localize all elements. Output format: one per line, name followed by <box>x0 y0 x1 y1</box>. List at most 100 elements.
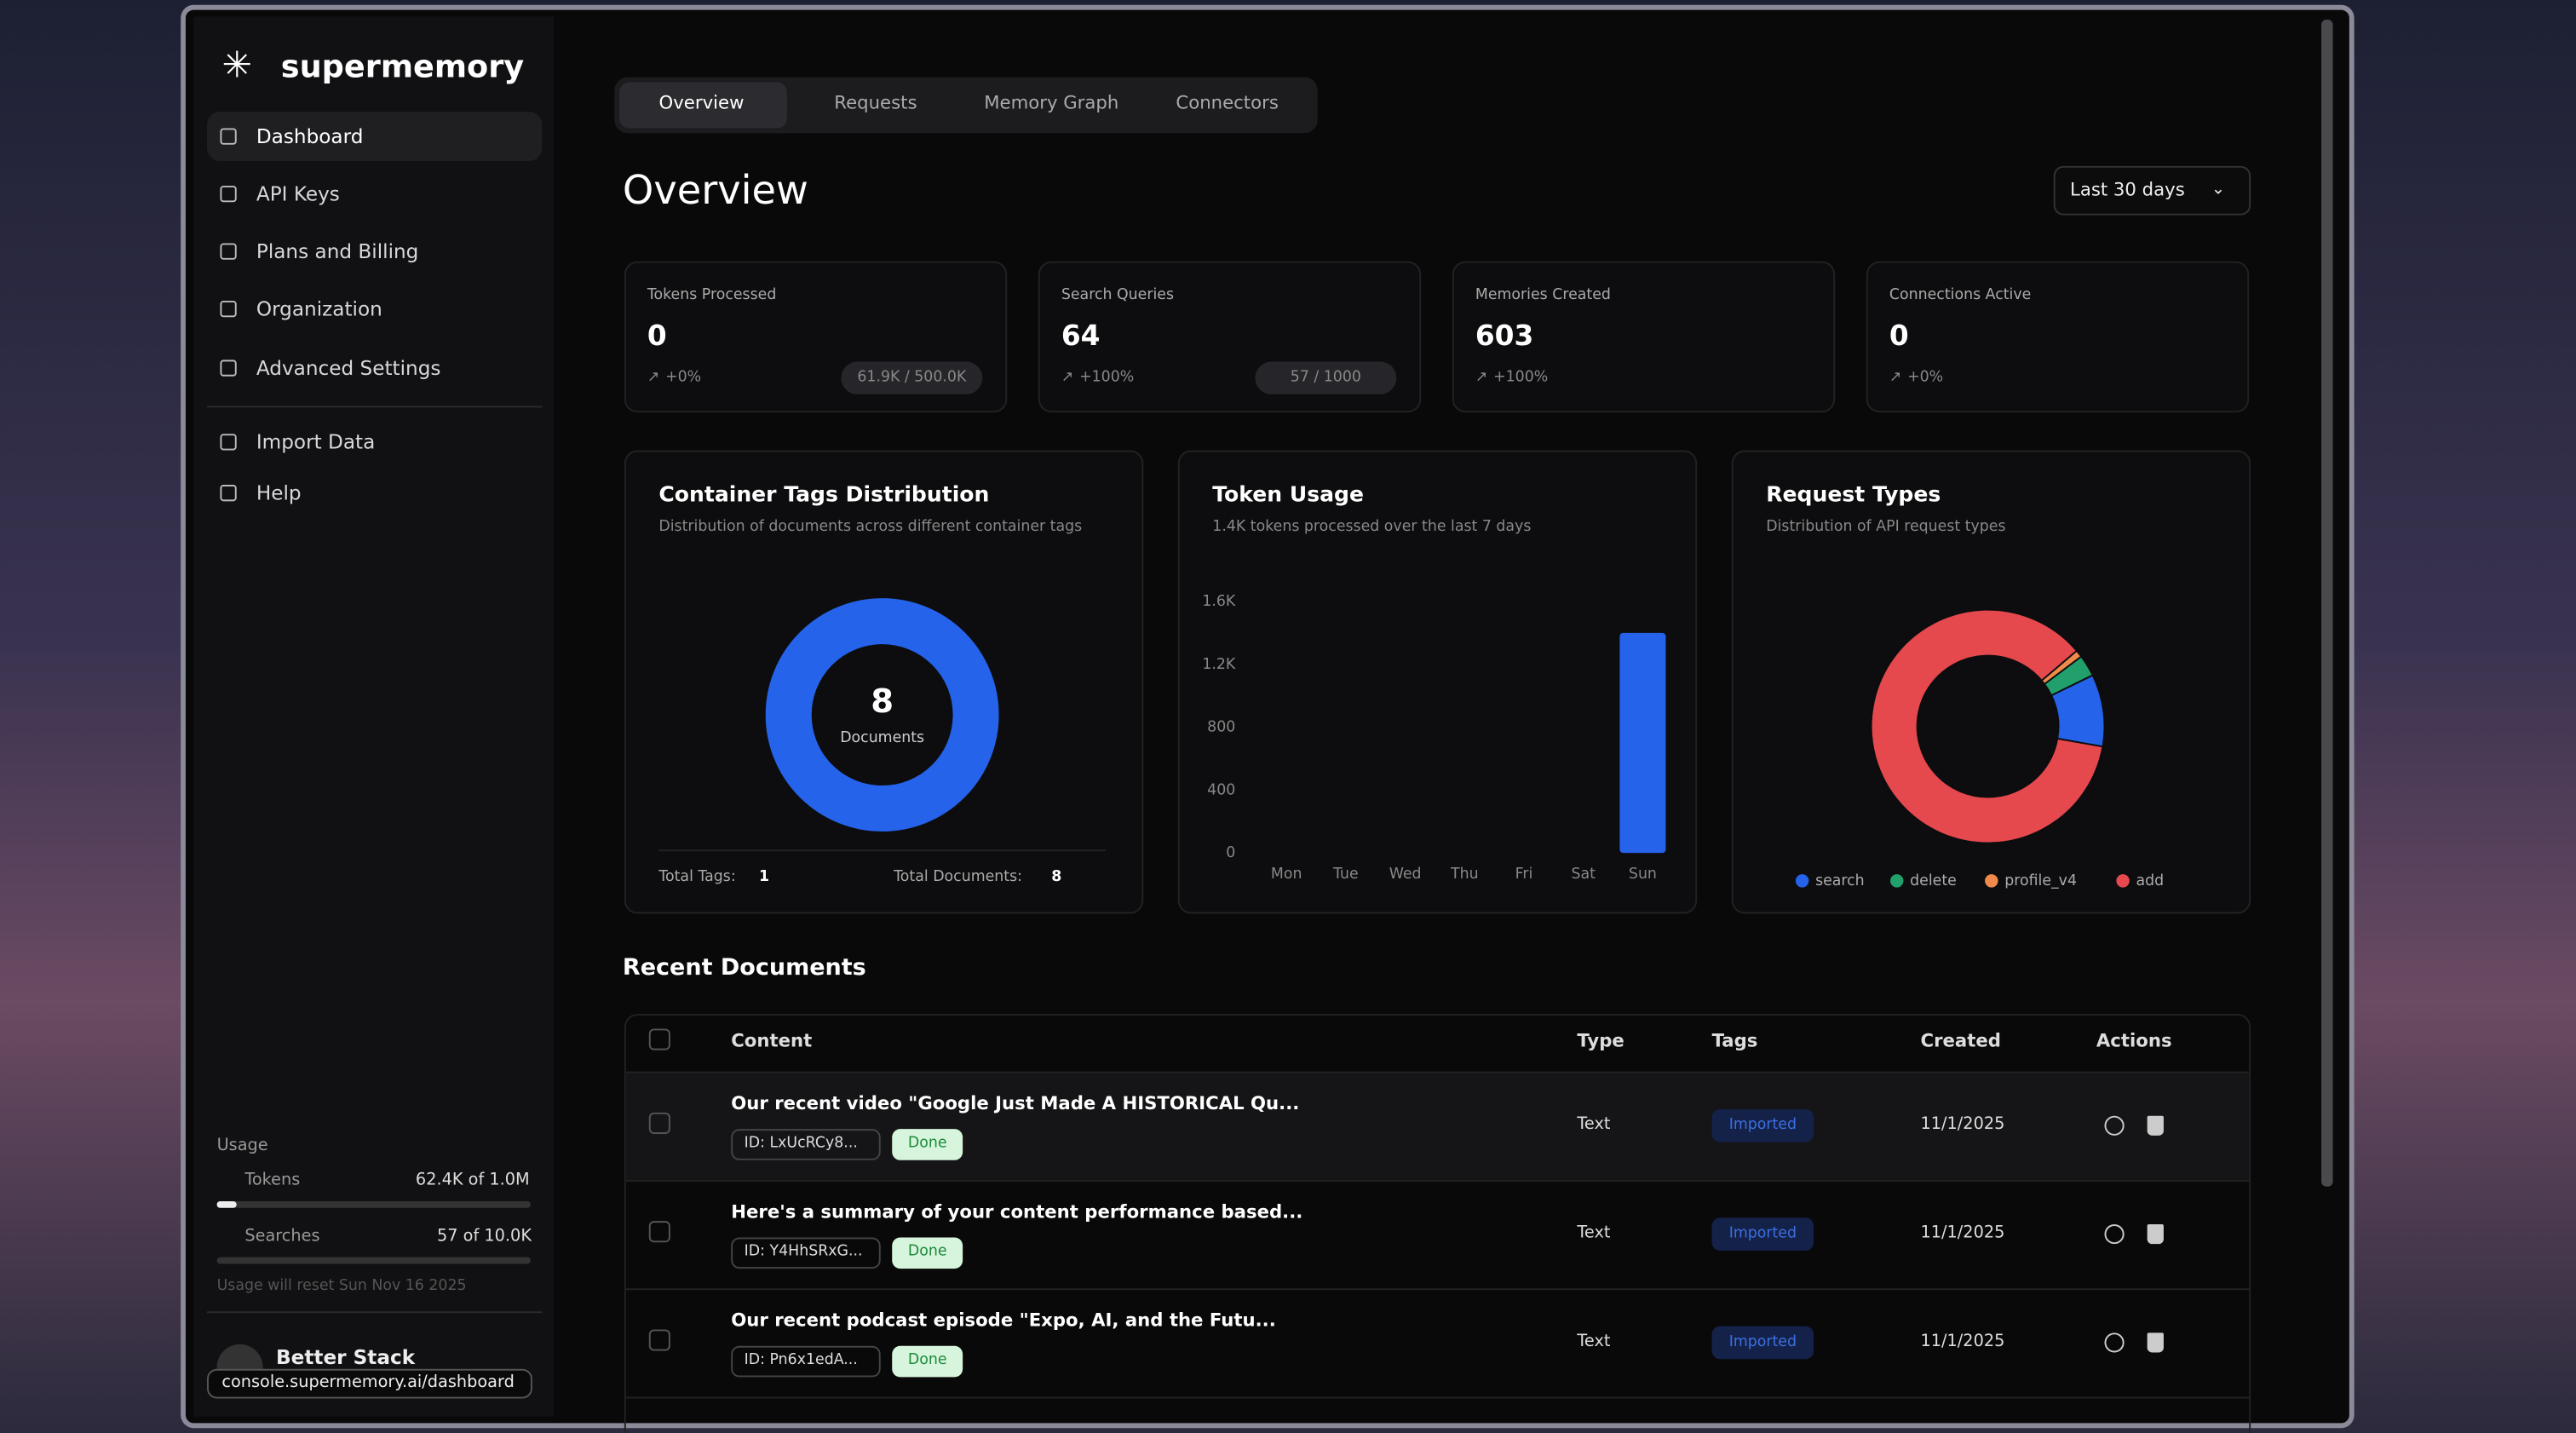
x-tick-label: Tue <box>1332 866 1359 883</box>
doc-content[interactable]: Our recent video "Google Just Made A HIS… <box>731 1092 1300 1114</box>
tab[interactable]: Overview <box>658 92 745 114</box>
divider <box>206 406 543 408</box>
stat-value: 64 <box>1061 320 1101 354</box>
logo-icon: ✳ <box>221 46 252 88</box>
donut-segment <box>765 598 999 832</box>
chart-subtitle: Distribution of API request types <box>1766 519 2006 536</box>
donut-center-value: 8 <box>871 682 894 721</box>
tag-pill: Imported <box>1711 1217 1814 1251</box>
nav-item[interactable]: Import Data <box>256 430 376 454</box>
usage-label: Searches <box>244 1227 320 1246</box>
chart-subtitle: 1.4K tokens processed over the last 7 da… <box>1212 519 1532 536</box>
nav-item[interactable]: Organization <box>256 297 382 321</box>
stat-change: +0% <box>1907 370 1944 387</box>
nav-icon <box>220 300 237 318</box>
doc-type: Text <box>1577 1115 1611 1134</box>
status-pill: Done <box>892 1345 963 1378</box>
nav-icon <box>220 360 237 377</box>
trend-icon: ↗ <box>1475 370 1488 387</box>
chart-title: Request Types <box>1766 483 1941 509</box>
tab[interactable]: Requests <box>834 92 917 114</box>
tab[interactable]: Memory Graph <box>984 92 1119 114</box>
tab-active-bg <box>619 82 787 129</box>
stat-label: Tokens Processed <box>647 287 777 304</box>
stat-change: +100% <box>1493 370 1549 387</box>
column-header: Content <box>731 1030 813 1052</box>
id-pill: ID: Pn6x1edA... <box>731 1345 881 1378</box>
page-title: Overview <box>622 167 808 214</box>
trend-icon: ↗ <box>647 370 660 387</box>
info-button[interactable] <box>2104 1332 2125 1353</box>
legend-swatch <box>1985 874 1998 888</box>
row-hover <box>625 1071 2250 1180</box>
usage-value: 62.4K of 1.0M <box>415 1171 530 1190</box>
doc-content[interactable]: Our recent podcast episode "Expo, AI, an… <box>731 1309 1276 1332</box>
info-button[interactable] <box>2104 1224 2125 1245</box>
stat-label: Memories Created <box>1475 287 1611 304</box>
trend-icon: ↗ <box>1061 370 1074 387</box>
table <box>624 1014 2251 1433</box>
bar <box>1619 632 1666 854</box>
checkbox[interactable] <box>648 1329 670 1351</box>
doc-content[interactable]: Here's a summary of your content perform… <box>731 1201 1303 1223</box>
column-header: Tags <box>1711 1030 1758 1052</box>
chart-card <box>624 450 1144 914</box>
doc-type: Text <box>1577 1224 1611 1243</box>
nav-item[interactable]: Help <box>256 481 302 505</box>
column-header: Created <box>1920 1030 2001 1052</box>
nav-icon <box>220 485 237 502</box>
checkbox[interactable] <box>648 1028 670 1050</box>
y-tick-label: 400 <box>1207 781 1235 798</box>
delete-button[interactable] <box>2147 1224 2164 1245</box>
row-divider <box>625 1179 2250 1182</box>
delete-button[interactable] <box>2147 1332 2164 1353</box>
info-button[interactable] <box>2104 1115 2125 1136</box>
chart-title: Token Usage <box>1212 483 1365 509</box>
brand: supermemory <box>280 49 525 86</box>
scrollbar <box>2321 20 2333 1187</box>
delete-button[interactable] <box>2147 1115 2164 1136</box>
progress-fill <box>216 1201 237 1208</box>
footer-value: 8 <box>1051 869 1062 886</box>
stat-label: Search Queries <box>1061 287 1175 304</box>
donut-segment <box>1870 608 2104 844</box>
progress-track <box>216 1257 531 1264</box>
divider <box>658 849 1106 852</box>
legend-label: search <box>1815 872 1865 889</box>
column-header: Type <box>1577 1030 1624 1052</box>
nav-active-bg <box>206 112 543 162</box>
tab[interactable]: Connectors <box>1176 92 1279 114</box>
legend-swatch <box>2116 874 2130 888</box>
footer-value: 1 <box>758 869 770 886</box>
legend-swatch <box>1890 874 1904 888</box>
trend-icon: ↗ <box>1889 370 1902 387</box>
legend-label: profile_v4 <box>2004 872 2077 889</box>
stat-card <box>1866 261 2250 413</box>
x-tick-label: Mon <box>1271 866 1302 883</box>
checkbox[interactable] <box>648 1221 670 1243</box>
checkbox[interactable] <box>648 1112 670 1134</box>
stat-value: 0 <box>647 320 667 354</box>
status-pill: Done <box>892 1237 963 1269</box>
status-pill: Done <box>892 1129 963 1160</box>
usage-note: Usage will reset Sun Nov 16 2025 <box>216 1278 467 1295</box>
doc-created: 11/1/2025 <box>1920 1332 2005 1351</box>
stat-card <box>1452 261 1836 413</box>
row-divider <box>625 1071 2250 1073</box>
divider <box>206 1311 543 1314</box>
x-tick-label: Fri <box>1515 866 1533 883</box>
nav-item[interactable]: Plans and Billing <box>256 239 419 263</box>
chart-title: Container Tags Distribution <box>658 483 990 509</box>
nav-item[interactable]: Advanced Settings <box>256 356 441 380</box>
range-dropdown[interactable] <box>2053 165 2251 216</box>
nav-icon <box>220 434 237 451</box>
nav-icon <box>220 243 237 260</box>
nav-item[interactable]: API Keys <box>256 182 340 206</box>
section-title: Recent Documents <box>622 954 866 981</box>
nav-item[interactable]: Dashboard <box>256 124 364 148</box>
chart-card <box>1177 450 1698 914</box>
doc-created: 11/1/2025 <box>1920 1224 2005 1243</box>
stat-value: 603 <box>1475 320 1534 354</box>
